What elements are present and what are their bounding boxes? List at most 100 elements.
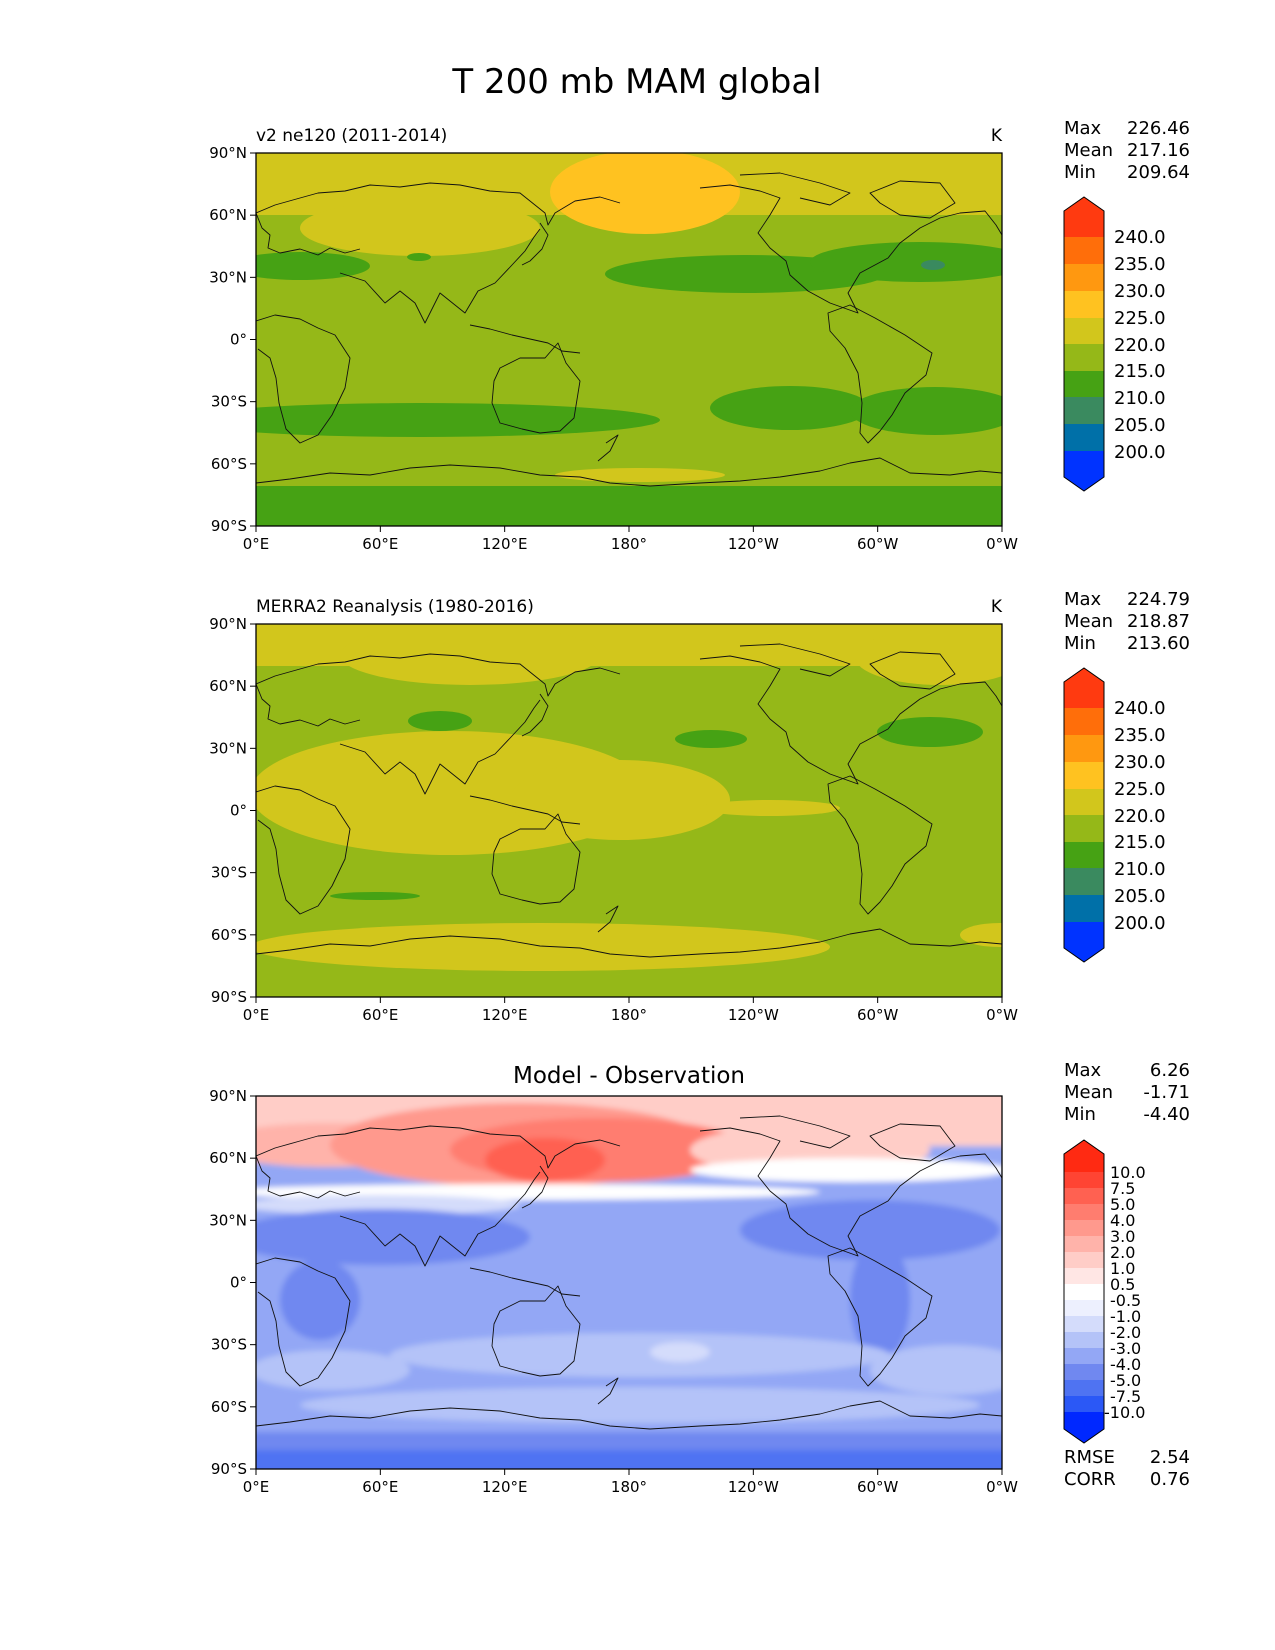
colorbar-outline xyxy=(1063,1139,1105,1444)
temperature-field xyxy=(256,624,1002,997)
colorbar-label: 205.0 xyxy=(1114,415,1166,436)
figure-title: T 200 mb MAM global xyxy=(451,62,821,102)
colorbar-label: 235.0 xyxy=(1114,725,1166,746)
stat-min-value: 209.64 xyxy=(1127,162,1190,183)
lat-tick-label: 90°S xyxy=(211,517,247,535)
colorbar-label: 240.0 xyxy=(1114,227,1166,248)
pacific-cool-spot xyxy=(675,730,747,748)
stat-max-value: 224.79 xyxy=(1127,589,1190,610)
stat-mean-value: 217.16 xyxy=(1127,140,1190,161)
stat-mean-label: Mean xyxy=(1064,611,1113,632)
colorbar-swatch xyxy=(1064,735,1104,763)
colorbar-label: -4.0 xyxy=(1110,1355,1141,1374)
stat-min-label: Min xyxy=(1064,1104,1096,1125)
stat-max-value: 6.26 xyxy=(1150,1060,1190,1081)
lat-tick-label: 30°N xyxy=(209,739,247,757)
colorbar-swatch xyxy=(1064,868,1104,896)
colorbar-swatch xyxy=(1064,1204,1104,1221)
stats-box: Max 226.46 Mean 217.16 Min 209.64 xyxy=(1064,118,1190,183)
lon-tick-label: 0°W xyxy=(986,535,1018,553)
lat-tick-label: 90°N xyxy=(209,1087,247,1105)
south-ocean-mild xyxy=(300,1387,980,1423)
colorbar-outline xyxy=(1063,196,1105,492)
lat-tick-label: 60°S xyxy=(211,926,247,944)
colorbar-swatch xyxy=(1064,318,1104,345)
lon-tick-label: 0°E xyxy=(243,535,270,553)
colorbar-label: 210.0 xyxy=(1114,859,1166,880)
stat-max-value: 226.46 xyxy=(1127,118,1190,139)
stats-box: Max 224.79 Mean 218.87 Min 213.60 xyxy=(1064,589,1190,654)
stat-mean-value: 218.87 xyxy=(1127,611,1190,632)
antarctic-cool xyxy=(256,486,1002,526)
colorbar-swatch xyxy=(1064,1172,1104,1189)
colorbar-label: 200.0 xyxy=(1114,442,1166,463)
lat-tick-label: 30°S xyxy=(211,1336,247,1354)
colorbar-label: 220.0 xyxy=(1114,335,1166,356)
lon-tick-label: 180° xyxy=(611,535,647,553)
lat-tick-label: 60°N xyxy=(209,1149,247,1167)
colorbar-label: 225.0 xyxy=(1114,308,1166,329)
transition-zone xyxy=(256,1195,520,1215)
colorbar-swatch xyxy=(1064,1316,1104,1333)
atlantic-cool-spot xyxy=(921,260,945,270)
panel-model: v2 ne120 (2011-2014) K 90°N 60°N 30°N 0° 30°… xyxy=(209,118,1190,553)
colorbar-bottom-extension xyxy=(1064,922,1104,962)
atlantic-cool-spot xyxy=(877,717,983,747)
colorbar-label: 0.5 xyxy=(1110,1275,1135,1294)
colorbar-swatch xyxy=(1064,1300,1104,1317)
temperature-field xyxy=(256,153,1002,526)
antarctic-cool xyxy=(256,1432,1002,1454)
colorbar: 240.0 235.0 230.0 225.0 220.0 215.0 210.… xyxy=(1063,196,1166,492)
colorbar-top-extension xyxy=(1064,668,1104,709)
stat-min-value: 213.60 xyxy=(1127,633,1190,654)
colorbar-label: -0.5 xyxy=(1110,1291,1141,1310)
stats-box: Max 6.26 Mean -1.71 Min -4.40 RMSE 2.54 … xyxy=(1064,1060,1190,1490)
colorbar-swatch xyxy=(1064,1284,1104,1301)
colorbar-label: 220.0 xyxy=(1114,806,1166,827)
south-mid-mild-w xyxy=(256,1350,410,1390)
lon-tick-label: 180° xyxy=(611,1006,647,1024)
panel-title: v2 ne120 (2011-2014) xyxy=(256,126,447,146)
panel-reanalysis: MERRA2 Reanalysis (1980-2016) K 90°N 60°N… xyxy=(209,589,1190,1024)
colorbar-label: -5.0 xyxy=(1110,1371,1141,1390)
stat-max-label: Max xyxy=(1064,589,1102,610)
stat-corr-label: CORR xyxy=(1064,1469,1116,1490)
colorbar-label: 200.0 xyxy=(1114,913,1166,934)
colorbar-label: 230.0 xyxy=(1114,752,1166,773)
stat-max-label: Max xyxy=(1064,118,1102,139)
colorbar-label: 5.0 xyxy=(1110,1195,1135,1214)
lon-tick-label: 120°W xyxy=(728,1006,779,1024)
asia-cool-spot xyxy=(407,253,431,261)
colorbar-swatch xyxy=(1064,344,1104,372)
antarctic-cooler xyxy=(256,1450,1002,1469)
colorbar-label: 7.5 xyxy=(1110,1179,1135,1198)
lat-tick-label: 90°S xyxy=(211,988,247,1006)
asia-cool-spot xyxy=(408,711,472,731)
colorbar-swatch xyxy=(1064,762,1104,790)
units-label: K xyxy=(991,126,1003,146)
colorbar-swatch xyxy=(1064,1348,1104,1365)
colorbar: 10.0 7.5 5.0 4.0 3.0 2.0 1.0 0.5 -0.5 -1… xyxy=(1063,1139,1146,1444)
colorbar-swatch xyxy=(1064,424,1104,452)
transition-zone xyxy=(690,1158,1002,1182)
lon-tick-label: 60°W xyxy=(857,535,899,553)
units-label: K xyxy=(991,597,1003,617)
colorbar-swatch xyxy=(1064,264,1104,292)
colorbar-swatch xyxy=(1064,708,1104,736)
colorbar-label: 10.0 xyxy=(1110,1163,1146,1182)
colorbar-swatch xyxy=(1064,1380,1104,1397)
colorbar-bottom-extension xyxy=(1064,451,1104,491)
colorbar-outline xyxy=(1063,667,1105,963)
colorbar-swatch xyxy=(1064,1268,1104,1285)
south-mid-mild-e xyxy=(870,1345,1002,1395)
south-ocean-warm xyxy=(256,923,830,971)
colorbar-swatch xyxy=(1064,237,1104,265)
stat-mean-label: Mean xyxy=(1064,1082,1113,1103)
colorbar-swatch xyxy=(1064,895,1104,923)
colorbar-top-extension xyxy=(1064,197,1104,238)
difference-field xyxy=(256,1096,1002,1469)
lat-axis: 90°N 60°N 30°N 0° 30°S 60°S 90°S xyxy=(209,1087,256,1478)
mediterranean-cool xyxy=(256,252,370,280)
lon-tick-label: 60°W xyxy=(857,1006,899,1024)
lat-tick-label: 30°S xyxy=(211,393,247,411)
